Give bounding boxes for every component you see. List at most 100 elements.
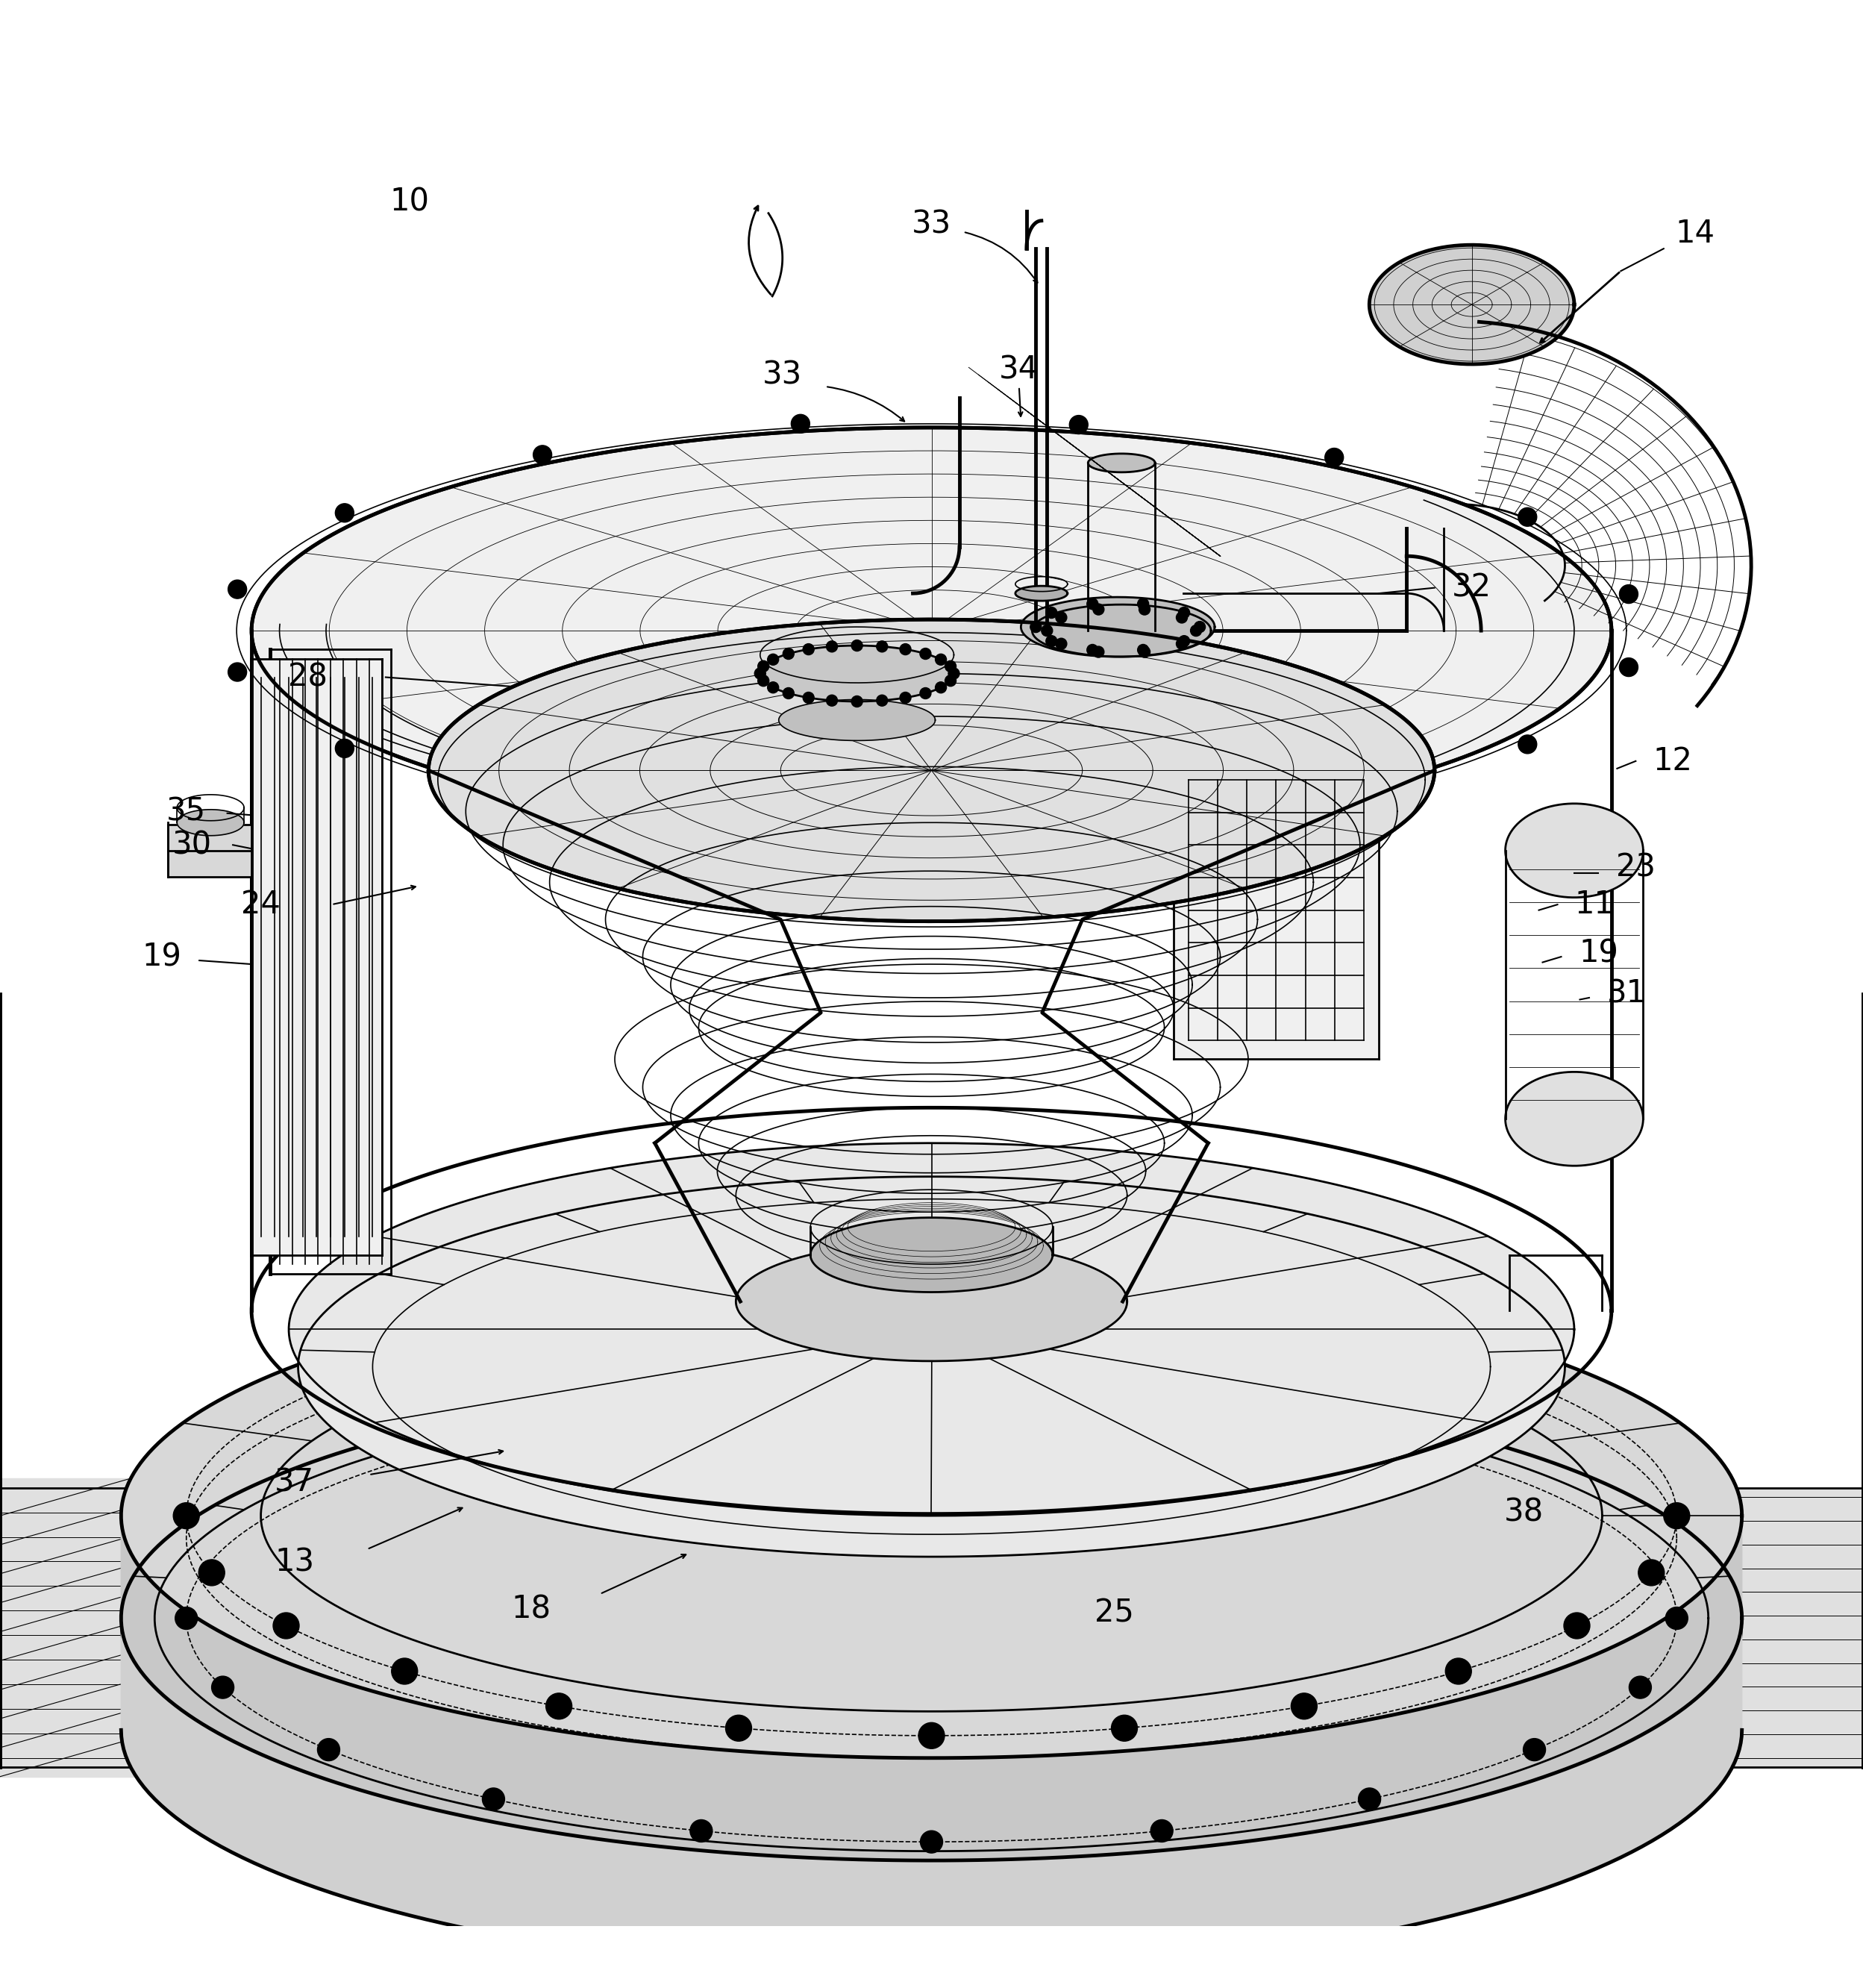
Circle shape xyxy=(1069,827,1088,847)
Circle shape xyxy=(1056,638,1067,650)
Text: 10: 10 xyxy=(389,187,430,219)
Circle shape xyxy=(920,688,932,700)
Circle shape xyxy=(212,1676,235,1698)
Circle shape xyxy=(945,676,956,686)
Circle shape xyxy=(827,640,838,652)
Circle shape xyxy=(792,829,810,847)
Circle shape xyxy=(1030,622,1041,632)
Circle shape xyxy=(1325,795,1343,813)
Text: 19: 19 xyxy=(142,940,183,972)
Polygon shape xyxy=(428,771,822,1143)
Polygon shape xyxy=(252,658,382,1254)
Circle shape xyxy=(935,654,946,666)
Circle shape xyxy=(935,682,946,694)
Circle shape xyxy=(1086,598,1097,610)
Circle shape xyxy=(851,696,863,708)
Circle shape xyxy=(768,654,779,666)
Circle shape xyxy=(918,1722,945,1749)
Text: 11: 11 xyxy=(1574,889,1615,920)
FancyBboxPatch shape xyxy=(168,825,252,877)
Text: 30: 30 xyxy=(171,829,212,861)
Circle shape xyxy=(1563,1612,1589,1638)
Circle shape xyxy=(533,797,551,815)
Text: 33: 33 xyxy=(762,360,803,392)
Circle shape xyxy=(173,1503,199,1529)
Circle shape xyxy=(900,692,911,704)
Circle shape xyxy=(782,688,794,700)
Circle shape xyxy=(1524,1738,1546,1761)
Circle shape xyxy=(920,648,932,660)
Text: 38: 38 xyxy=(1503,1497,1544,1527)
Circle shape xyxy=(851,640,863,652)
Text: 28: 28 xyxy=(287,662,328,694)
Circle shape xyxy=(948,668,959,680)
Text: 35: 35 xyxy=(166,795,207,827)
Circle shape xyxy=(1666,1606,1688,1630)
Text: 13: 13 xyxy=(274,1547,315,1578)
Circle shape xyxy=(335,503,354,523)
Circle shape xyxy=(755,668,766,680)
Text: 19: 19 xyxy=(1578,936,1619,968)
Circle shape xyxy=(827,696,838,706)
Polygon shape xyxy=(298,1177,1565,1557)
Circle shape xyxy=(1664,1503,1690,1529)
Circle shape xyxy=(1138,646,1149,658)
Circle shape xyxy=(1045,606,1056,618)
Circle shape xyxy=(803,692,814,704)
Text: 32: 32 xyxy=(1451,573,1492,604)
Circle shape xyxy=(1138,604,1149,614)
Polygon shape xyxy=(289,1143,1574,1515)
Circle shape xyxy=(1176,638,1187,650)
Polygon shape xyxy=(779,700,935,742)
Circle shape xyxy=(758,676,769,686)
Circle shape xyxy=(803,644,814,654)
Circle shape xyxy=(1138,644,1149,656)
Circle shape xyxy=(725,1716,751,1741)
Text: 31: 31 xyxy=(1606,978,1647,1010)
Circle shape xyxy=(1045,636,1056,646)
Polygon shape xyxy=(760,646,954,702)
Circle shape xyxy=(227,580,246,598)
Circle shape xyxy=(1138,598,1149,610)
Circle shape xyxy=(1094,646,1105,658)
Circle shape xyxy=(1291,1694,1317,1720)
Polygon shape xyxy=(1611,1487,1863,1767)
Circle shape xyxy=(1086,644,1097,656)
Polygon shape xyxy=(736,1242,1127,1362)
Circle shape xyxy=(546,1694,572,1720)
Circle shape xyxy=(758,660,769,672)
Circle shape xyxy=(483,1787,505,1811)
Circle shape xyxy=(1112,1716,1138,1741)
Polygon shape xyxy=(810,1217,1053,1292)
Circle shape xyxy=(1069,415,1088,433)
Text: 14: 14 xyxy=(1675,219,1716,248)
Text: 34: 34 xyxy=(999,354,1040,386)
Polygon shape xyxy=(121,1618,1742,1972)
Circle shape xyxy=(199,1561,225,1586)
Circle shape xyxy=(533,445,551,463)
Circle shape xyxy=(1619,584,1638,604)
Circle shape xyxy=(876,640,887,652)
Text: 37: 37 xyxy=(274,1467,315,1497)
Circle shape xyxy=(1518,736,1537,753)
Polygon shape xyxy=(177,809,244,835)
Text: 23: 23 xyxy=(1615,851,1656,883)
Circle shape xyxy=(945,660,956,672)
Polygon shape xyxy=(1015,586,1067,600)
Text: 33: 33 xyxy=(911,209,952,241)
Text: 12: 12 xyxy=(1652,746,1693,777)
Polygon shape xyxy=(252,427,1611,833)
Polygon shape xyxy=(1021,596,1215,656)
Text: 25: 25 xyxy=(1094,1596,1135,1628)
Text: 24: 24 xyxy=(240,889,281,920)
Polygon shape xyxy=(1505,803,1643,897)
Polygon shape xyxy=(121,1515,1742,1871)
Circle shape xyxy=(900,644,911,654)
Circle shape xyxy=(1518,507,1537,527)
Circle shape xyxy=(227,662,246,682)
Circle shape xyxy=(1094,604,1105,614)
Circle shape xyxy=(689,1819,712,1843)
Polygon shape xyxy=(1369,245,1574,364)
Circle shape xyxy=(391,1658,417,1684)
Circle shape xyxy=(1041,624,1053,636)
